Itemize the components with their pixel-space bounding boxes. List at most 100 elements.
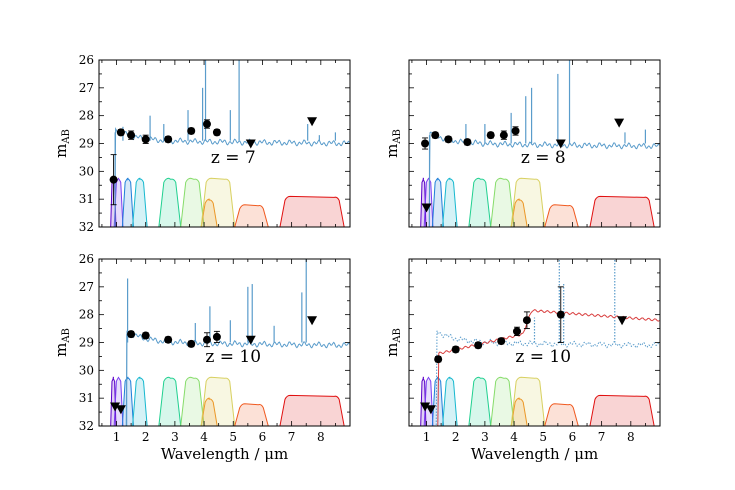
x-tick-label: 3 — [171, 430, 179, 444]
data-point — [212, 332, 221, 341]
filter-curve — [468, 177, 492, 227]
spectrum-line — [125, 330, 350, 426]
panel-top-right: mAB z = 8 — [383, 59, 661, 228]
data-point — [421, 139, 430, 148]
x-tick-label: 8 — [627, 430, 635, 444]
plot-area — [420, 60, 660, 227]
filter-curve — [234, 204, 269, 227]
data-point — [431, 131, 440, 140]
plot-area — [109, 60, 350, 227]
redshift-label: z = 8 — [521, 148, 566, 168]
y-axis-label-base: m — [52, 343, 70, 357]
filter-curve — [234, 403, 269, 426]
y-axis-label-sub: AB — [392, 328, 403, 344]
filter-curve — [589, 195, 655, 227]
y-tick-label: 26 — [79, 53, 94, 67]
filter-curve — [510, 198, 528, 227]
x-tick-label: 8 — [317, 430, 325, 444]
x-tick-label: 4 — [200, 430, 208, 444]
data-point — [141, 331, 150, 340]
filter-curve — [510, 397, 528, 426]
y-tick-label: 28 — [79, 308, 94, 322]
filter-curve — [544, 204, 579, 227]
redshift-label: z = 7 — [211, 148, 256, 168]
y-axis-label-sub: AB — [392, 129, 403, 145]
y-axis-label-sub: AB — [61, 129, 72, 145]
y-tick-label: 27 — [79, 280, 94, 294]
data-point — [202, 120, 211, 129]
filter-curve — [589, 394, 655, 426]
upper-limit-marker — [614, 118, 625, 128]
filter-curve — [431, 177, 444, 227]
x-tick-label: 2 — [452, 430, 460, 444]
filter-curve — [490, 376, 515, 426]
filter-curve — [510, 177, 546, 227]
filter-curve — [279, 394, 345, 426]
data-point — [116, 128, 125, 137]
upper-limit-marker — [110, 402, 121, 412]
filter-curve — [442, 177, 458, 227]
data-point — [109, 175, 118, 184]
y-tick-label: 30 — [79, 363, 94, 377]
filter-curve — [121, 177, 134, 227]
upper-limit-marker — [307, 117, 318, 127]
redshift-label: z = 10 — [515, 347, 571, 367]
x-tick-label: 5 — [539, 430, 547, 444]
filter-curve — [279, 195, 345, 227]
filter-curve — [200, 397, 218, 426]
filter-curve — [180, 177, 205, 227]
y-axis-label-sub: AB — [61, 328, 72, 344]
panel-bottom-left: 1 2 3 4 5 6 7 8 26 27 28 29 30 31 32 mAB Wavelength / μm… — [52, 252, 351, 463]
filter-curve — [468, 376, 492, 426]
data-point — [141, 135, 150, 144]
y-axis-label: mAB — [52, 129, 72, 158]
filter-curve — [200, 376, 236, 426]
plot-area — [420, 259, 660, 426]
data-point — [463, 138, 472, 147]
data-point — [202, 335, 211, 344]
upper-limit-marker — [617, 316, 628, 326]
x-tick-label: 6 — [569, 430, 577, 444]
y-tick-label: 26 — [79, 252, 94, 266]
data-point — [127, 330, 136, 339]
filter-curve — [544, 403, 579, 426]
filter-curve — [158, 177, 182, 227]
data-point — [522, 316, 531, 325]
data-point — [499, 131, 508, 140]
y-axis-label-base: m — [383, 343, 401, 357]
x-tick-label: 3 — [481, 430, 489, 444]
x-tick-label: 1 — [423, 430, 431, 444]
y-tick-label: 29 — [79, 336, 94, 350]
filter-curve — [121, 376, 134, 426]
upper-limit-marker — [115, 405, 126, 415]
plot-area — [110, 259, 350, 426]
y-tick-label: 31 — [79, 192, 94, 206]
y-axis-label: mAB — [383, 129, 403, 158]
filter-curve — [200, 198, 218, 227]
y-tick-label: 29 — [79, 137, 94, 151]
upper-limit-marker — [421, 203, 432, 213]
filter-curve — [132, 177, 148, 227]
y-tick-label: 32 — [79, 419, 94, 433]
y-tick-label: 27 — [79, 81, 94, 95]
data-point — [127, 131, 136, 140]
upper-limit-marker — [307, 316, 318, 326]
x-tick-label: 5 — [229, 430, 237, 444]
y-axis-label-base: m — [52, 144, 70, 158]
upper-limit-marker — [245, 335, 256, 345]
data-point — [164, 135, 173, 144]
x-tick-label: 6 — [259, 430, 267, 444]
filter-curve — [200, 177, 236, 227]
filter-curve — [442, 376, 458, 426]
filter-curve — [180, 376, 205, 426]
filter-curve — [113, 376, 124, 426]
upper-limit-marker — [245, 139, 256, 149]
data-point — [511, 126, 520, 135]
spectrum-line — [114, 127, 350, 227]
filter-curve — [510, 376, 546, 426]
data-point — [434, 355, 443, 364]
upper-limit-marker — [555, 139, 566, 149]
filter-curve — [158, 376, 182, 426]
y-axis-label-base: m — [383, 144, 401, 158]
